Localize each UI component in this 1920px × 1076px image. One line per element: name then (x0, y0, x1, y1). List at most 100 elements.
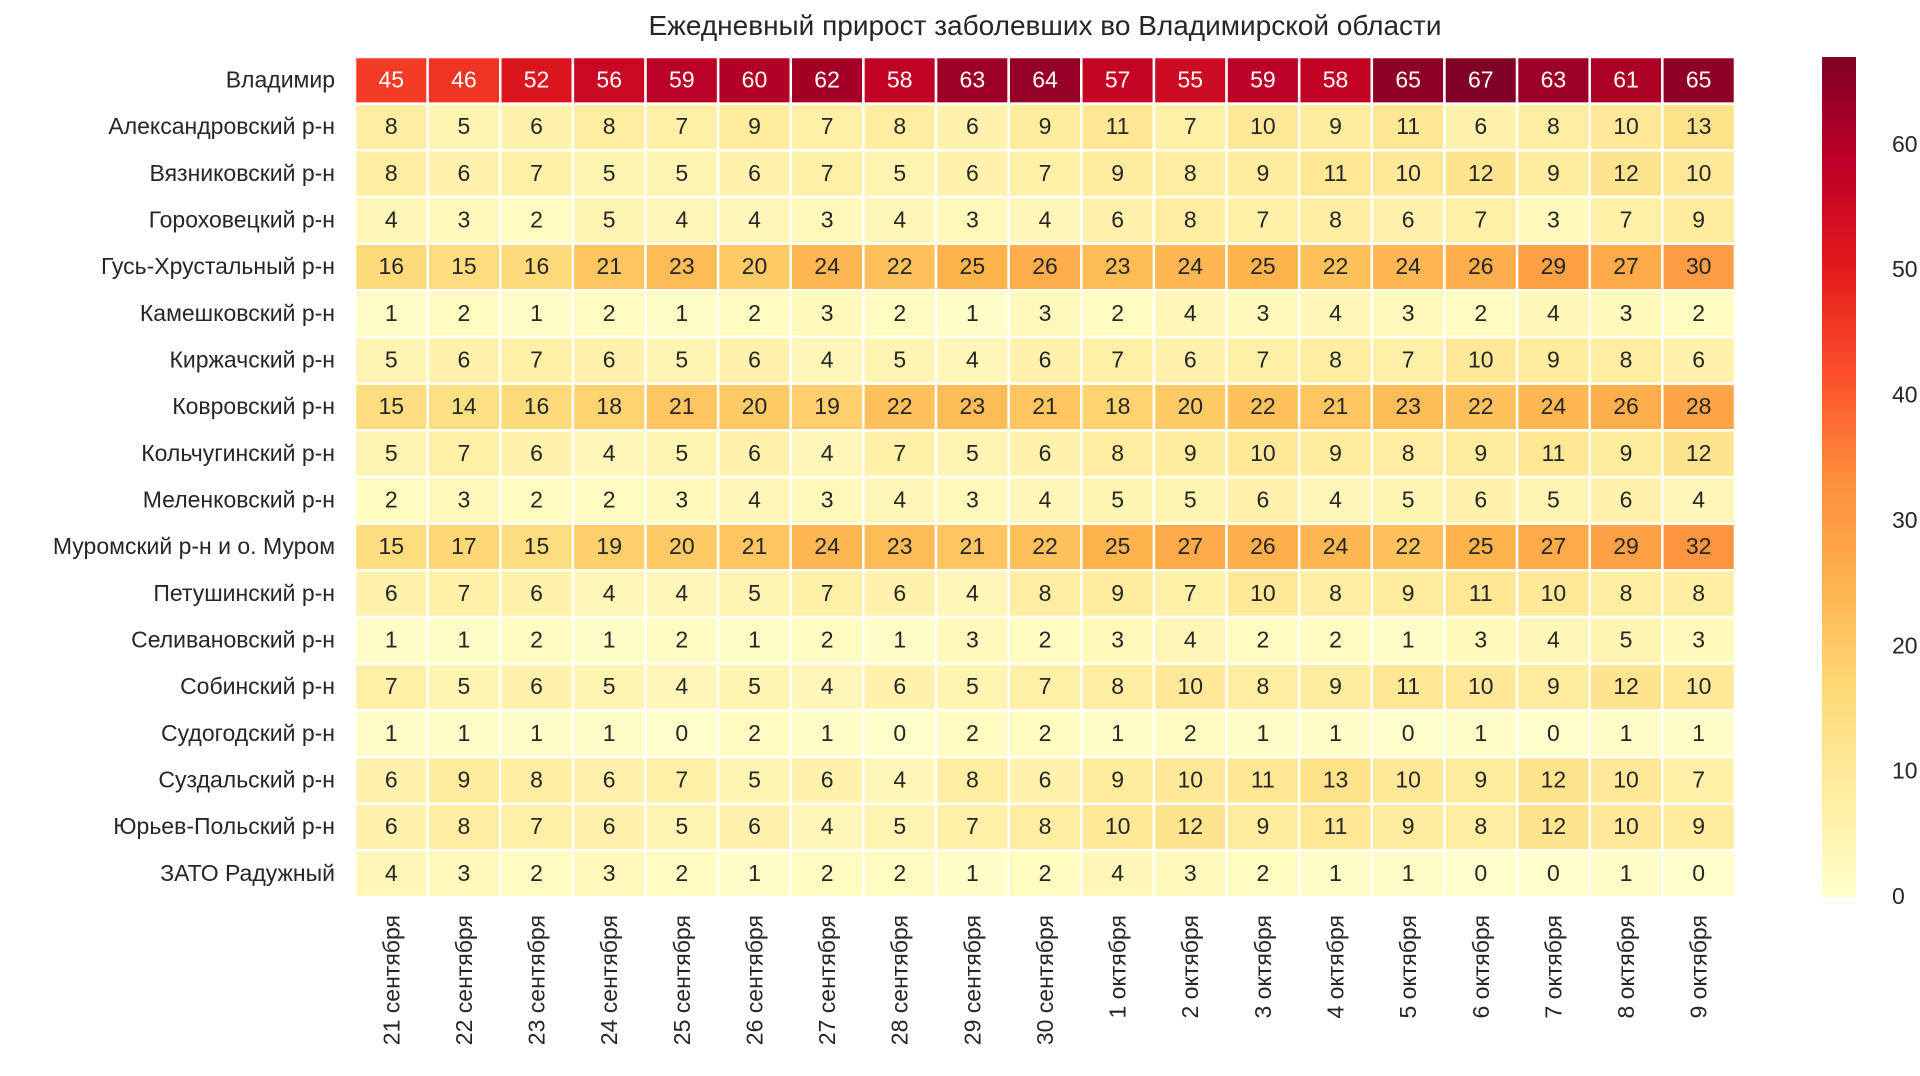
heatmap-cell (499, 242, 575, 292)
cell-value-label: 10 (1395, 766, 1421, 792)
heatmap-cell (1080, 335, 1156, 385)
heatmap-cell (499, 475, 575, 525)
cell-value-label: 2 (821, 860, 834, 886)
cell-value-label: 8 (1329, 206, 1342, 232)
heatmap-cell (353, 289, 429, 339)
cell-value-label: 9 (1111, 580, 1124, 606)
cell-value-label: 25 (960, 253, 986, 279)
cell-value-label: 22 (887, 253, 913, 279)
heatmap-cell (1588, 522, 1664, 572)
heatmap-cell (789, 429, 865, 479)
cell-value-label: 9 (1474, 440, 1487, 466)
heatmap-cell (1661, 849, 1737, 899)
cell-value-label: 4 (821, 673, 834, 699)
heatmap-cell (716, 849, 793, 899)
colorbar-tick-label: 10 (1892, 758, 1918, 784)
cell-value-label: 5 (966, 673, 979, 699)
cell-value-label: 6 (530, 580, 543, 606)
heatmap-cell (1370, 475, 1446, 525)
cell-value-label: 9 (1692, 206, 1705, 232)
cell-value-label: 60 (742, 66, 768, 92)
column-label: 27 сентября (814, 915, 840, 1045)
heatmap-cell (1225, 569, 1301, 619)
cell-value-label: 3 (603, 860, 616, 886)
cell-value-label: 12 (1613, 160, 1639, 186)
cell-value-label: 9 (1184, 440, 1197, 466)
cell-value-label: 4 (1329, 486, 1342, 512)
heatmap-cell (1080, 382, 1156, 432)
cell-value-label: 7 (530, 160, 543, 186)
heatmap-cell (1661, 242, 1737, 292)
cell-value-label: 15 (379, 533, 405, 559)
cell-value-label: 7 (1039, 673, 1052, 699)
column-label: 26 сентября (741, 915, 767, 1045)
cell-value-label: 64 (1032, 66, 1058, 92)
heatmap-cell (571, 709, 647, 759)
cell-value-label: 58 (887, 66, 913, 92)
cell-value-label: 19 (814, 393, 840, 419)
heatmap-cell (1370, 849, 1446, 899)
row-label: Собинский р-н (180, 673, 335, 699)
heatmap-cell (1370, 55, 1446, 105)
cell-value-label: 6 (966, 113, 979, 139)
cell-value-label: 2 (675, 626, 688, 652)
cell-value-label: 1 (675, 300, 688, 326)
cell-value-label: 12 (1541, 813, 1567, 839)
heatmap-cell (1007, 849, 1083, 899)
heatmap-cell (789, 569, 865, 619)
cell-value-label: 20 (742, 253, 768, 279)
heatmap-cell (1007, 242, 1083, 292)
heatmap-cell (1370, 709, 1446, 759)
heatmap-cell (571, 522, 647, 572)
cell-value-label: 7 (821, 160, 834, 186)
colorbar-gradient (1822, 57, 1856, 897)
cell-value-label: 10 (1395, 160, 1421, 186)
heatmap-cell (1152, 849, 1228, 899)
cell-value-label: 1 (1692, 720, 1705, 746)
column-label: 5 октября (1395, 915, 1421, 1018)
column-label: 2 октября (1177, 915, 1203, 1018)
cell-value-label: 6 (893, 580, 906, 606)
column-label: 9 октября (1686, 915, 1712, 1018)
cell-value-label: 0 (1402, 720, 1415, 746)
cell-value-label: 6 (1474, 486, 1487, 512)
heatmap-cell (862, 335, 938, 385)
row-label: Селивановский р-н (131, 626, 335, 652)
cell-value-label: 8 (530, 766, 543, 792)
heatmap-cell (353, 662, 429, 712)
heatmap-cell (499, 662, 575, 712)
column-label: 21 сентября (378, 915, 404, 1045)
heatmap-cell (1443, 149, 1519, 199)
cell-value-label: 22 (1323, 253, 1349, 279)
heatmap-cell (1443, 382, 1519, 432)
cell-value-label: 67 (1468, 66, 1494, 92)
heatmap-cell (789, 102, 865, 152)
cell-value-label: 0 (1692, 860, 1705, 886)
cell-value-label: 3 (966, 626, 979, 652)
heatmap-cell (1152, 522, 1228, 572)
heatmap-cell (862, 475, 938, 525)
cell-value-label: 2 (675, 860, 688, 886)
heatmap-cell (571, 242, 647, 292)
cell-value-label: 2 (966, 720, 979, 746)
heatmap-cell (1661, 569, 1737, 619)
cell-value-label: 23 (1395, 393, 1421, 419)
cell-value-label: 4 (966, 346, 979, 372)
heatmap-cell (1443, 429, 1519, 479)
cell-value-label: 21 (960, 533, 986, 559)
cell-value-label: 5 (1184, 486, 1197, 512)
row-label: Камешковский р-н (140, 300, 335, 326)
cell-value-label: 12 (1468, 160, 1494, 186)
cell-value-label: 5 (748, 766, 761, 792)
cell-value-label: 5 (603, 160, 616, 186)
cell-value-label: 9 (458, 766, 471, 792)
heatmap-cell (426, 55, 502, 105)
cell-value-label: 6 (385, 580, 398, 606)
cell-value-label: 1 (1474, 720, 1487, 746)
cell-value-label: 26 (1468, 253, 1494, 279)
cell-value-label: 6 (893, 673, 906, 699)
heatmap-cell (1297, 475, 1374, 525)
cell-value-label: 8 (1039, 813, 1052, 839)
cell-value-label: 63 (960, 66, 986, 92)
